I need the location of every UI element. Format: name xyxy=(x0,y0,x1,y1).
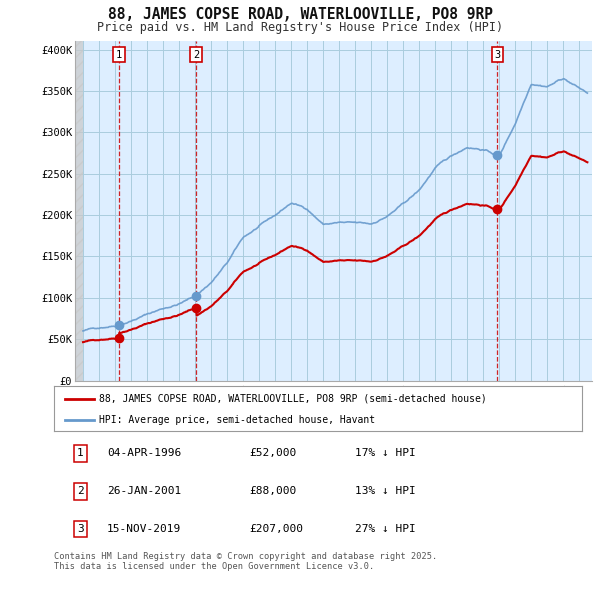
Text: 2: 2 xyxy=(193,50,199,60)
Text: 27% ↓ HPI: 27% ↓ HPI xyxy=(355,524,416,534)
Text: 04-APR-1996: 04-APR-1996 xyxy=(107,448,181,458)
Text: 3: 3 xyxy=(77,524,84,534)
Text: 88, JAMES COPSE ROAD, WATERLOOVILLE, PO8 9RP (semi-detached house): 88, JAMES COPSE ROAD, WATERLOOVILLE, PO8… xyxy=(99,394,487,404)
Text: £52,000: £52,000 xyxy=(250,448,296,458)
Text: 13% ↓ HPI: 13% ↓ HPI xyxy=(355,486,416,496)
Text: 17% ↓ HPI: 17% ↓ HPI xyxy=(355,448,416,458)
Text: Price paid vs. HM Land Registry's House Price Index (HPI): Price paid vs. HM Land Registry's House … xyxy=(97,21,503,34)
Text: 1: 1 xyxy=(116,50,122,60)
Text: 1: 1 xyxy=(77,448,84,458)
Text: 3: 3 xyxy=(494,50,500,60)
Text: Contains HM Land Registry data © Crown copyright and database right 2025.
This d: Contains HM Land Registry data © Crown c… xyxy=(54,552,437,571)
Text: £88,000: £88,000 xyxy=(250,486,296,496)
Text: £207,000: £207,000 xyxy=(250,524,304,534)
Text: 15-NOV-2019: 15-NOV-2019 xyxy=(107,524,181,534)
Bar xyxy=(75,41,83,381)
Text: 2: 2 xyxy=(77,486,84,496)
Text: 26-JAN-2001: 26-JAN-2001 xyxy=(107,486,181,496)
Text: 88, JAMES COPSE ROAD, WATERLOOVILLE, PO8 9RP: 88, JAMES COPSE ROAD, WATERLOOVILLE, PO8… xyxy=(107,7,493,22)
Text: HPI: Average price, semi-detached house, Havant: HPI: Average price, semi-detached house,… xyxy=(99,415,375,425)
